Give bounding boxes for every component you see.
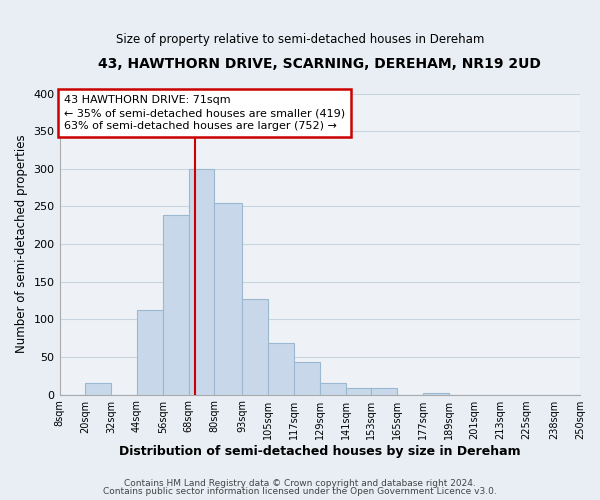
Bar — [214, 204, 242, 394]
Bar — [320, 382, 346, 394]
Bar — [163, 216, 188, 394]
Bar — [346, 388, 371, 394]
Text: Contains HM Land Registry data © Crown copyright and database right 2024.: Contains HM Land Registry data © Crown c… — [124, 478, 476, 488]
Text: Size of property relative to semi-detached houses in Dereham: Size of property relative to semi-detach… — [116, 32, 484, 46]
Bar — [423, 393, 449, 394]
Title: 43, HAWTHORN DRIVE, SCARNING, DEREHAM, NR19 2UD: 43, HAWTHORN DRIVE, SCARNING, DEREHAM, N… — [98, 58, 541, 71]
Bar — [294, 362, 320, 394]
Bar — [242, 299, 268, 394]
Bar — [85, 384, 111, 394]
Text: Contains public sector information licensed under the Open Government Licence v3: Contains public sector information licen… — [103, 487, 497, 496]
Bar — [188, 169, 214, 394]
Text: 43 HAWTHORN DRIVE: 71sqm
← 35% of semi-detached houses are smaller (419)
63% of : 43 HAWTHORN DRIVE: 71sqm ← 35% of semi-d… — [64, 95, 345, 132]
Bar — [371, 388, 397, 394]
X-axis label: Distribution of semi-detached houses by size in Dereham: Distribution of semi-detached houses by … — [119, 444, 521, 458]
Bar — [268, 342, 294, 394]
Y-axis label: Number of semi-detached properties: Number of semi-detached properties — [15, 134, 28, 354]
Bar — [137, 310, 163, 394]
